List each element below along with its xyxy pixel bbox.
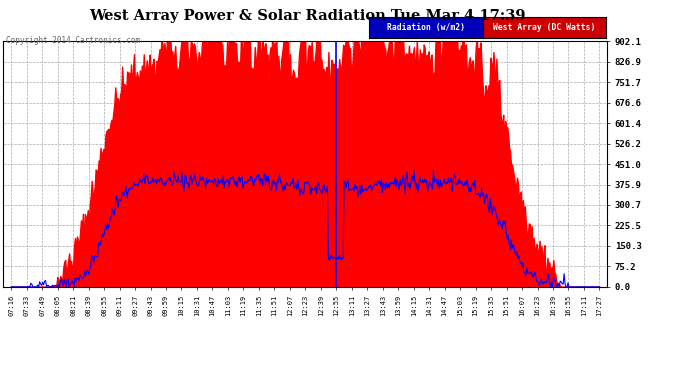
Text: Radiation (w/m2): Radiation (w/m2) (387, 22, 465, 32)
Text: West Array (DC Watts): West Array (DC Watts) (493, 22, 595, 32)
Text: West Array Power & Solar Radiation Tue Mar 4 17:39: West Array Power & Solar Radiation Tue M… (89, 9, 525, 23)
Text: Copyright 2014 Cartronics.com: Copyright 2014 Cartronics.com (6, 36, 139, 45)
